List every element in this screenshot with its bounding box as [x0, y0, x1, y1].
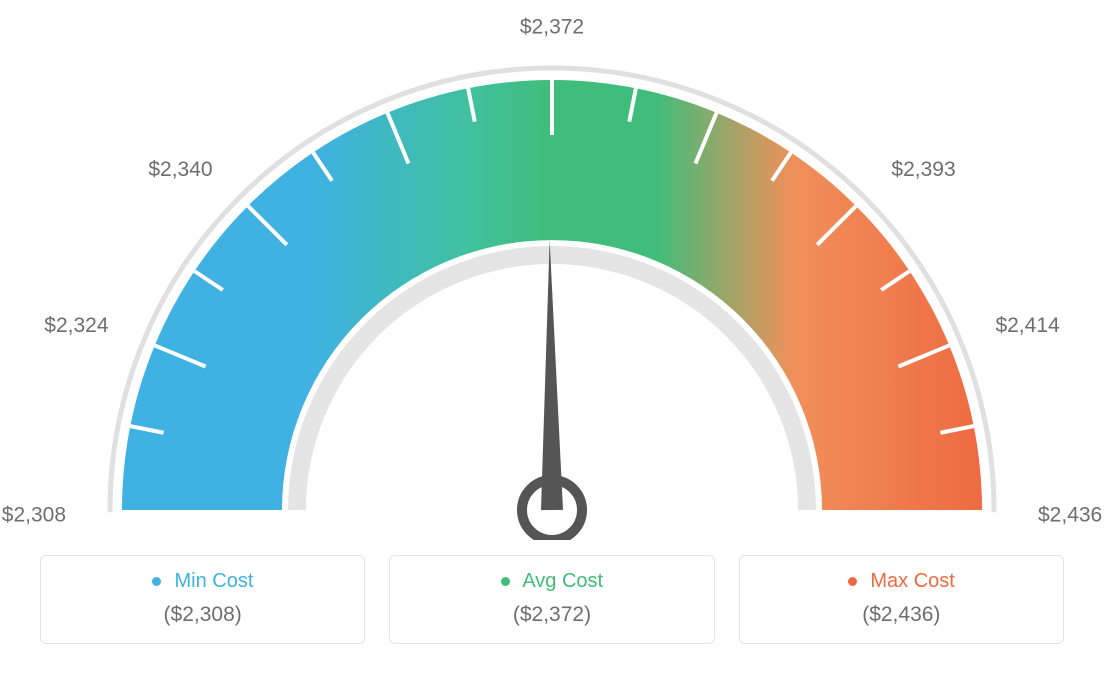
legend-card-min: Min Cost ($2,308)	[40, 555, 365, 644]
legend-avg-label: Avg Cost	[522, 570, 603, 592]
legend-dot-max	[848, 577, 857, 586]
svg-text:$2,393: $2,393	[891, 158, 955, 181]
gauge-chart: $2,308 $2,324 $2,340 $2,372 $2,393 $2,414 $2,4…	[0, 0, 1104, 540]
legend-avg-value: ($2,372)	[400, 603, 703, 627]
legend-min-label: Min Cost	[174, 570, 253, 592]
svg-text:$2,372: $2,372	[520, 16, 584, 39]
legend-max-label-row: Max Cost	[750, 570, 1053, 593]
legend-avg-label-row: Avg Cost	[400, 570, 703, 593]
svg-text:$2,414: $2,414	[995, 314, 1060, 337]
gauge-svg: $2,308 $2,324 $2,340 $2,372 $2,393 $2,414 $2,4…	[0, 0, 1104, 540]
svg-text:$2,308: $2,308	[2, 504, 66, 527]
svg-text:$2,324: $2,324	[44, 314, 109, 337]
legend-row: Min Cost ($2,308) Avg Cost ($2,372) Max …	[0, 555, 1104, 644]
legend-max-value: ($2,436)	[750, 603, 1053, 627]
svg-text:$2,436: $2,436	[1038, 504, 1102, 527]
legend-dot-avg	[501, 577, 510, 586]
legend-card-max: Max Cost ($2,436)	[739, 555, 1064, 644]
legend-min-label-row: Min Cost	[51, 570, 354, 593]
legend-dot-min	[152, 577, 161, 586]
legend-card-avg: Avg Cost ($2,372)	[389, 555, 714, 644]
chart-container: $2,308 $2,324 $2,340 $2,372 $2,393 $2,414 $2,4…	[0, 0, 1104, 690]
legend-min-value: ($2,308)	[51, 603, 354, 627]
legend-max-label: Max Cost	[870, 570, 954, 592]
svg-text:$2,340: $2,340	[148, 158, 212, 181]
